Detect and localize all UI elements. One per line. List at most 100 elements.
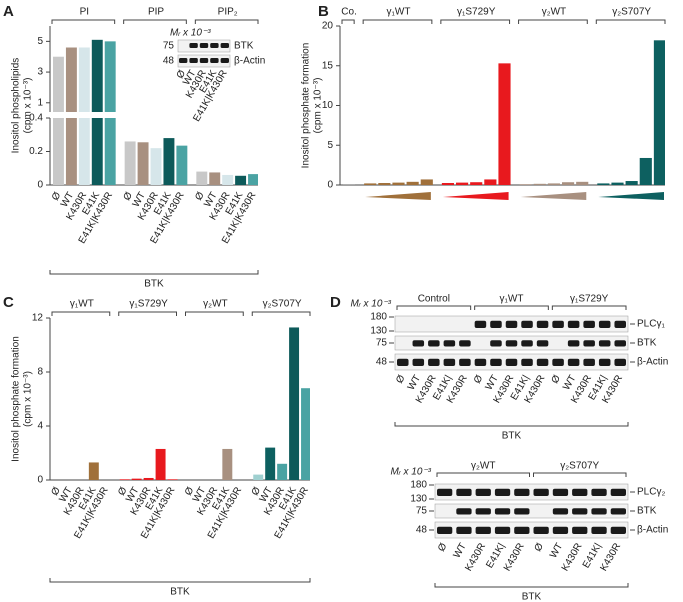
y-tick-label: 10 — [322, 100, 334, 111]
y-tick-label: 0.4 — [29, 113, 43, 124]
bracket — [551, 305, 627, 310]
group-label: γ₁S729Y — [570, 294, 609, 305]
bar — [406, 181, 419, 185]
y-tick-label: 0 — [37, 180, 43, 191]
bar — [119, 479, 130, 480]
blot-band — [412, 358, 425, 366]
group-label: γ₂WT — [542, 7, 566, 18]
blot-band — [189, 58, 198, 63]
bar — [124, 141, 136, 185]
y-tick-label: 0.2 — [29, 146, 43, 157]
y-axis-label: (cpm x 10⁻³) — [23, 371, 34, 427]
bar — [456, 182, 469, 185]
bar — [155, 448, 166, 480]
y-tick-label: 5 — [37, 36, 43, 47]
blot-band — [552, 508, 569, 515]
blot-band — [610, 488, 626, 496]
group-label: γ₂S707Y — [263, 299, 302, 310]
band-label: β-Actin — [637, 525, 668, 536]
marker-label: 75 — [416, 506, 428, 517]
bar — [78, 118, 90, 185]
blot-band — [583, 340, 595, 347]
blot-band — [583, 320, 595, 328]
y-axis-label: (cpm x 10⁻³) — [23, 78, 34, 134]
group-label: γ₁S729Y — [457, 7, 496, 18]
blot-band — [598, 340, 611, 347]
bar — [131, 478, 142, 480]
blot-band — [552, 526, 569, 534]
amount-wedge — [442, 192, 509, 200]
group-label: Control — [418, 294, 450, 305]
bar — [53, 56, 64, 112]
group-label: γ₂S707Y — [612, 7, 651, 18]
blot-band — [521, 358, 533, 366]
y-tick-label: 12 — [32, 313, 44, 324]
blot-band — [456, 526, 472, 534]
bracket — [434, 583, 629, 588]
blot-band — [552, 488, 569, 496]
bar — [639, 157, 652, 185]
y-tick-label: 1 — [37, 97, 43, 108]
blot-band — [490, 358, 502, 366]
blot-band — [210, 43, 219, 48]
blot-band — [536, 358, 549, 366]
bar — [392, 182, 405, 185]
marker-label: 75 — [163, 41, 175, 52]
y-tick-label: 0 — [37, 475, 43, 486]
bar — [653, 40, 665, 185]
blot-band — [521, 320, 533, 328]
panel-letter: D — [330, 294, 341, 311]
blot-band — [521, 340, 533, 347]
bracket — [394, 422, 629, 427]
blot-band — [505, 358, 518, 366]
bar — [163, 138, 175, 185]
y-tick-label: 8 — [37, 367, 43, 378]
blot-band — [614, 320, 626, 328]
group-label: Co. — [341, 7, 357, 18]
blot-band — [210, 58, 219, 63]
bar — [235, 175, 247, 185]
bar — [167, 479, 178, 480]
bar — [143, 477, 154, 480]
bar — [137, 142, 149, 185]
bracket — [251, 311, 311, 316]
lane-label: Ø — [533, 541, 547, 553]
unit-label: Mᵣ x 10⁻³ — [350, 299, 391, 310]
bar — [597, 183, 610, 185]
marker-label: 130 — [410, 494, 427, 505]
group-label: γ₂WT — [471, 461, 495, 472]
bar — [265, 447, 276, 480]
blot-band — [514, 526, 530, 534]
group-label: γ₁WT — [70, 299, 94, 310]
bracket — [440, 19, 511, 24]
blot-band — [610, 508, 626, 515]
marker-label: 75 — [376, 338, 388, 349]
blot-band — [514, 508, 530, 515]
y-axis-label: Inositol phosphate formation — [301, 43, 312, 169]
y-tick-label: 4 — [37, 421, 43, 432]
lane-label: WT — [452, 541, 469, 560]
blot-band — [490, 320, 502, 328]
blot-band — [505, 320, 518, 328]
blot-band — [598, 320, 611, 328]
blot-band — [474, 358, 487, 366]
group-label: PIP₂ — [218, 7, 238, 18]
blot-band — [614, 340, 626, 347]
bar — [484, 179, 497, 185]
bar — [222, 174, 234, 185]
blot-band — [533, 488, 549, 496]
bracket — [595, 19, 666, 24]
blot-band — [614, 358, 626, 366]
bracket — [518, 19, 588, 24]
blot-band — [189, 43, 198, 48]
group-label: γ₂WT — [203, 299, 227, 310]
blot-band — [598, 358, 611, 366]
bar — [150, 148, 162, 185]
blot-band — [572, 526, 588, 534]
bar — [301, 388, 310, 480]
bracket — [436, 472, 530, 477]
y-tick-label: 15 — [322, 60, 334, 71]
bracket — [362, 19, 433, 24]
blot-band — [494, 526, 511, 534]
